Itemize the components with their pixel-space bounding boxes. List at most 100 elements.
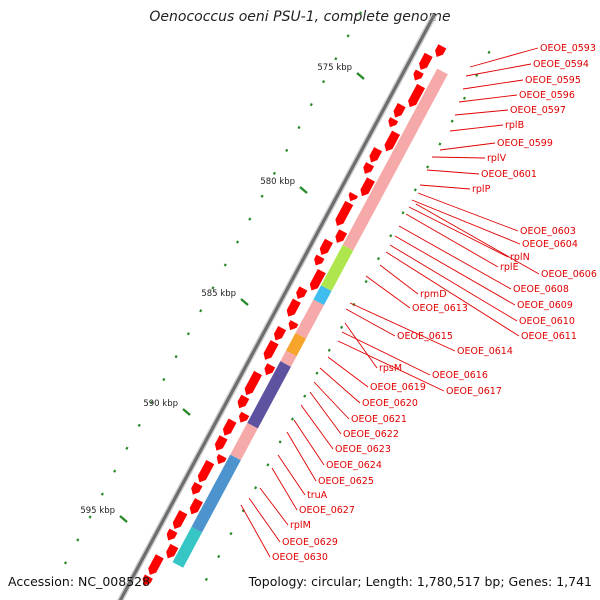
gene-label: OEOE_0610 [519, 316, 575, 327]
gene-leader-line [385, 251, 520, 337]
gene-arrow [348, 192, 358, 202]
scale-dot [334, 57, 338, 61]
gene-leader-line [277, 454, 306, 496]
gene-arrow [319, 238, 333, 255]
gene-label: OEOE_0619 [370, 382, 426, 393]
backbone [118, 14, 436, 600]
gene-leader-line [408, 206, 509, 258]
scale-dot [235, 240, 240, 244]
gene-label: OEOE_0617 [446, 386, 502, 397]
gene-label: OEOE_0608 [513, 284, 569, 295]
gene-arrow [172, 510, 188, 530]
gene-arrow [408, 83, 426, 108]
gene-leader-line [271, 467, 298, 511]
gene-label: OEOE_0597 [510, 105, 566, 116]
gene-leader-line [439, 142, 496, 151]
scale-dot [327, 348, 331, 352]
scale-dot [438, 142, 442, 146]
gene-arrow [413, 69, 424, 81]
gene-arrow [296, 286, 308, 300]
scale-dot [278, 440, 282, 444]
gene-label: rplE [500, 262, 519, 273]
gene-label: OEOE_0615 [397, 331, 453, 342]
gene-label: OEOE_0627 [299, 505, 355, 516]
gene-label: OEOE_0613 [412, 303, 468, 314]
gene-arrow [263, 340, 279, 360]
gene-leader-line [417, 192, 519, 232]
gene-label: OEOE_0614 [457, 346, 513, 357]
scale-dot [260, 194, 264, 198]
category-band [285, 332, 307, 357]
gene-leader-line [240, 504, 271, 558]
kbp-tick [356, 72, 365, 80]
gene-leader-line [462, 79, 524, 90]
scale-dot [358, 11, 362, 15]
gene-label: OEOE_0616 [432, 370, 488, 381]
gene-label: OEOE_0604 [522, 239, 578, 250]
gene-leader-line [300, 404, 334, 450]
scale-dot [186, 332, 190, 336]
scale-dot [309, 102, 313, 107]
gene-arrow [273, 325, 287, 341]
gene-label: OEOE_0601 [481, 169, 537, 180]
kbp-label: 575 kbp [317, 63, 352, 73]
gene-leader-line [248, 497, 281, 543]
scale-dot [413, 188, 417, 192]
gene-arrow [166, 528, 178, 541]
scale-dot [229, 531, 233, 536]
scale-dot [137, 423, 141, 427]
gene-label: OEOE_0603 [520, 226, 576, 237]
scale-dot [211, 286, 215, 290]
kbp-tick [299, 186, 308, 194]
gene-arrow [360, 177, 375, 197]
gene-label: rplV [487, 153, 507, 164]
gene-label: rplM [290, 520, 311, 531]
gene-leader-line [449, 124, 504, 132]
gene-arrow [191, 481, 203, 495]
kbp-label: 595 kbp [80, 506, 115, 516]
kbp-tick [119, 515, 128, 523]
scale-dot [266, 463, 270, 467]
category-band [295, 299, 324, 339]
gene-label-layer: OEOE_0593 OEOE_0594 OEOE_0595 OEOE_0596 OEOE… [240, 43, 597, 563]
scale-dot [113, 469, 117, 473]
gene-arrow [166, 543, 179, 559]
gene-arrow [384, 130, 401, 152]
gene-leader-line [293, 419, 325, 466]
gene-label: rpsM [379, 363, 402, 374]
gene-leader-line [394, 235, 516, 306]
scale-dot [76, 538, 80, 542]
scale-dot [162, 377, 166, 382]
gene-leader-line [458, 94, 518, 103]
gene-arrow [237, 394, 250, 409]
category-band [313, 285, 332, 306]
gene-arrow [435, 44, 447, 57]
gene-label: OEOE_0606 [541, 269, 597, 280]
gene-arrow [419, 52, 433, 70]
gene-arrow [142, 574, 153, 586]
scale-dot [204, 577, 208, 582]
scale-dot [199, 309, 203, 313]
category-band [230, 440, 249, 461]
gene-arrow [288, 320, 299, 331]
gene-leader-line [389, 244, 518, 322]
category-band [191, 454, 241, 533]
scale-dot [462, 96, 467, 100]
gene-arrow [214, 435, 228, 451]
gene-arrow [388, 117, 399, 128]
scale-dot [389, 234, 393, 238]
scale-dot [315, 371, 319, 375]
gene-label: OEOE_0625 [318, 476, 374, 487]
kbp-label: 580 kbp [260, 177, 295, 187]
gene-leader-line [341, 331, 431, 376]
gene-label: OEOE_0629 [282, 537, 338, 548]
scale-dot [88, 515, 92, 519]
gene-label: OEOE_0609 [517, 300, 573, 311]
gene-arrow [369, 147, 383, 163]
gene-arrow [335, 229, 348, 243]
gene-leader-line [313, 381, 350, 420]
scale-dot [322, 80, 326, 84]
gene-leader-line [411, 199, 521, 245]
gene-leader-line [465, 63, 532, 77]
